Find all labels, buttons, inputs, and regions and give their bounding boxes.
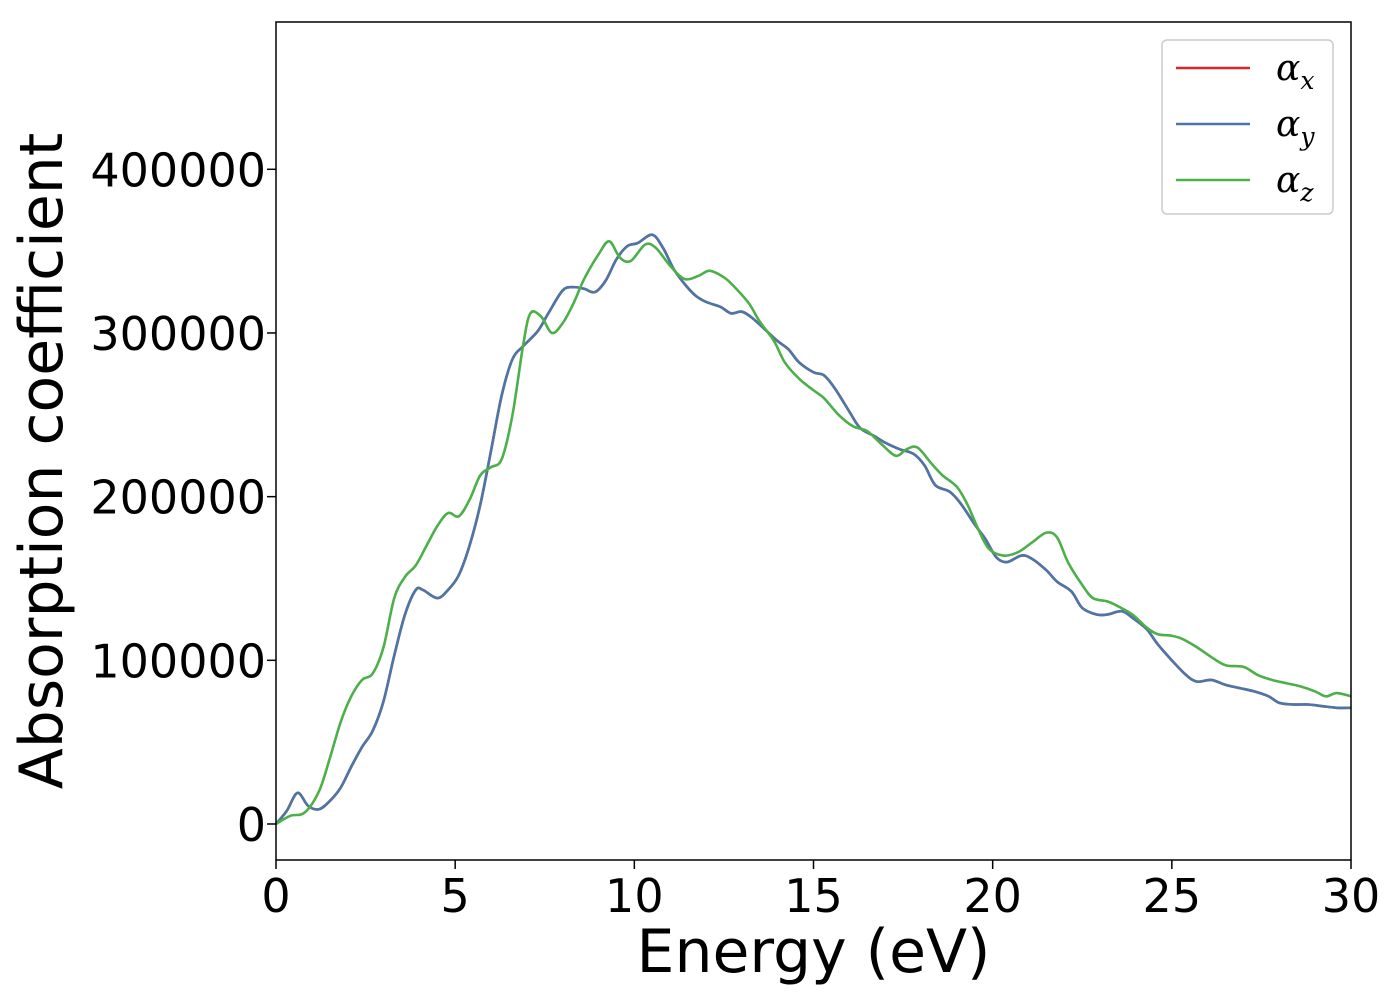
legend: αx αy αz	[1161, 39, 1334, 215]
x-axis-ticks: 0 5 10 15 20 25 30	[261, 860, 1380, 923]
y-axis-ticks: 0 100000 200000 300000 400000	[90, 143, 276, 852]
x-tick-label: 25	[1143, 869, 1202, 923]
y-tick-label: 400000	[90, 143, 266, 197]
y-axis-label: Absorption coefficient	[7, 133, 77, 790]
y-tick-label: 200000	[90, 471, 266, 525]
x-tick-label: 30	[1322, 869, 1381, 923]
y-tick-label: 300000	[90, 307, 266, 361]
x-tick-label: 5	[441, 869, 470, 923]
series-layer	[274, 233, 1352, 826]
legend-label-x: αx	[1276, 48, 1314, 95]
x-tick-label: 0	[261, 869, 290, 923]
y-tick-label: 0	[237, 798, 266, 852]
x-tick-label: 15	[784, 869, 843, 923]
y-tick-label: 100000	[90, 634, 266, 688]
x-axis-label: Energy (eV)	[637, 917, 991, 987]
legend-label-z: αz	[1276, 160, 1314, 207]
series-line-z	[275, 240, 1352, 826]
legend-box	[1161, 39, 1334, 215]
x-tick-label: 20	[963, 869, 1022, 923]
x-tick-label: 10	[605, 869, 664, 923]
legend-label-y: αy	[1276, 104, 1315, 151]
